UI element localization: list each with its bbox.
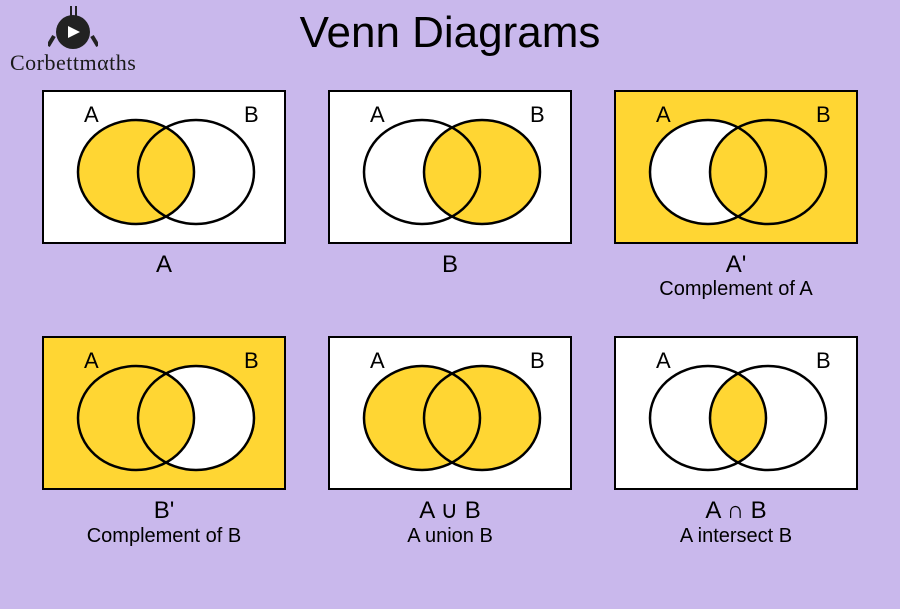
diagram-grid: ABAABBABA'Complement of AABB'Complement … bbox=[40, 90, 860, 547]
circle-label-A: A bbox=[370, 348, 385, 374]
venn-cell-A-intersect-B: ABA ∩ BA intersect B bbox=[612, 336, 860, 546]
circle-label-B: B bbox=[530, 348, 545, 374]
circle-label-B: B bbox=[530, 102, 545, 128]
venn-cell-A: ABA bbox=[40, 90, 288, 300]
caption-sub: A intersect B bbox=[680, 525, 792, 547]
circle-label-B: B bbox=[244, 102, 259, 128]
caption-B: B bbox=[442, 252, 458, 278]
circle-label-A: A bbox=[84, 102, 99, 128]
circle-label-A: A bbox=[656, 102, 671, 128]
caption-sub: A union B bbox=[407, 525, 493, 547]
venn-frame-A-intersect-B: AB bbox=[614, 336, 858, 490]
caption-main: A ∪ B bbox=[407, 498, 493, 524]
caption-main: B bbox=[442, 252, 458, 278]
venn-frame-B: AB bbox=[328, 90, 572, 244]
venn-cell-B-complement: ABB'Complement of B bbox=[40, 336, 288, 546]
caption-A-intersect-B: A ∩ BA intersect B bbox=[680, 498, 792, 546]
page-title: Venn Diagrams bbox=[0, 8, 900, 58]
venn-frame-A-complement: AB bbox=[614, 90, 858, 244]
caption-A-union-B: A ∪ BA union B bbox=[407, 498, 493, 546]
circle-label-A: A bbox=[84, 348, 99, 374]
venn-cell-B: ABB bbox=[326, 90, 574, 300]
caption-main: B' bbox=[87, 498, 242, 524]
caption-main: A ∩ B bbox=[680, 498, 792, 524]
venn-frame-A-union-B: AB bbox=[328, 336, 572, 490]
venn-cell-A-union-B: ABA ∪ BA union B bbox=[326, 336, 574, 546]
caption-main: A bbox=[156, 252, 172, 278]
venn-frame-B-complement: AB bbox=[42, 336, 286, 490]
circle-label-B: B bbox=[244, 348, 259, 374]
venn-frame-A: AB bbox=[42, 90, 286, 244]
circle-label-B: B bbox=[816, 102, 831, 128]
venn-cell-A-complement: ABA'Complement of A bbox=[612, 90, 860, 300]
circle-label-A: A bbox=[370, 102, 385, 128]
caption-main: A' bbox=[659, 252, 812, 278]
caption-sub: Complement of B bbox=[87, 525, 242, 547]
circle-label-B: B bbox=[816, 348, 831, 374]
circle-label-A: A bbox=[656, 348, 671, 374]
caption-A-complement: A'Complement of A bbox=[659, 252, 812, 300]
caption-A: A bbox=[156, 252, 172, 278]
caption-sub: Complement of A bbox=[659, 278, 812, 300]
caption-B-complement: B'Complement of B bbox=[87, 498, 242, 546]
